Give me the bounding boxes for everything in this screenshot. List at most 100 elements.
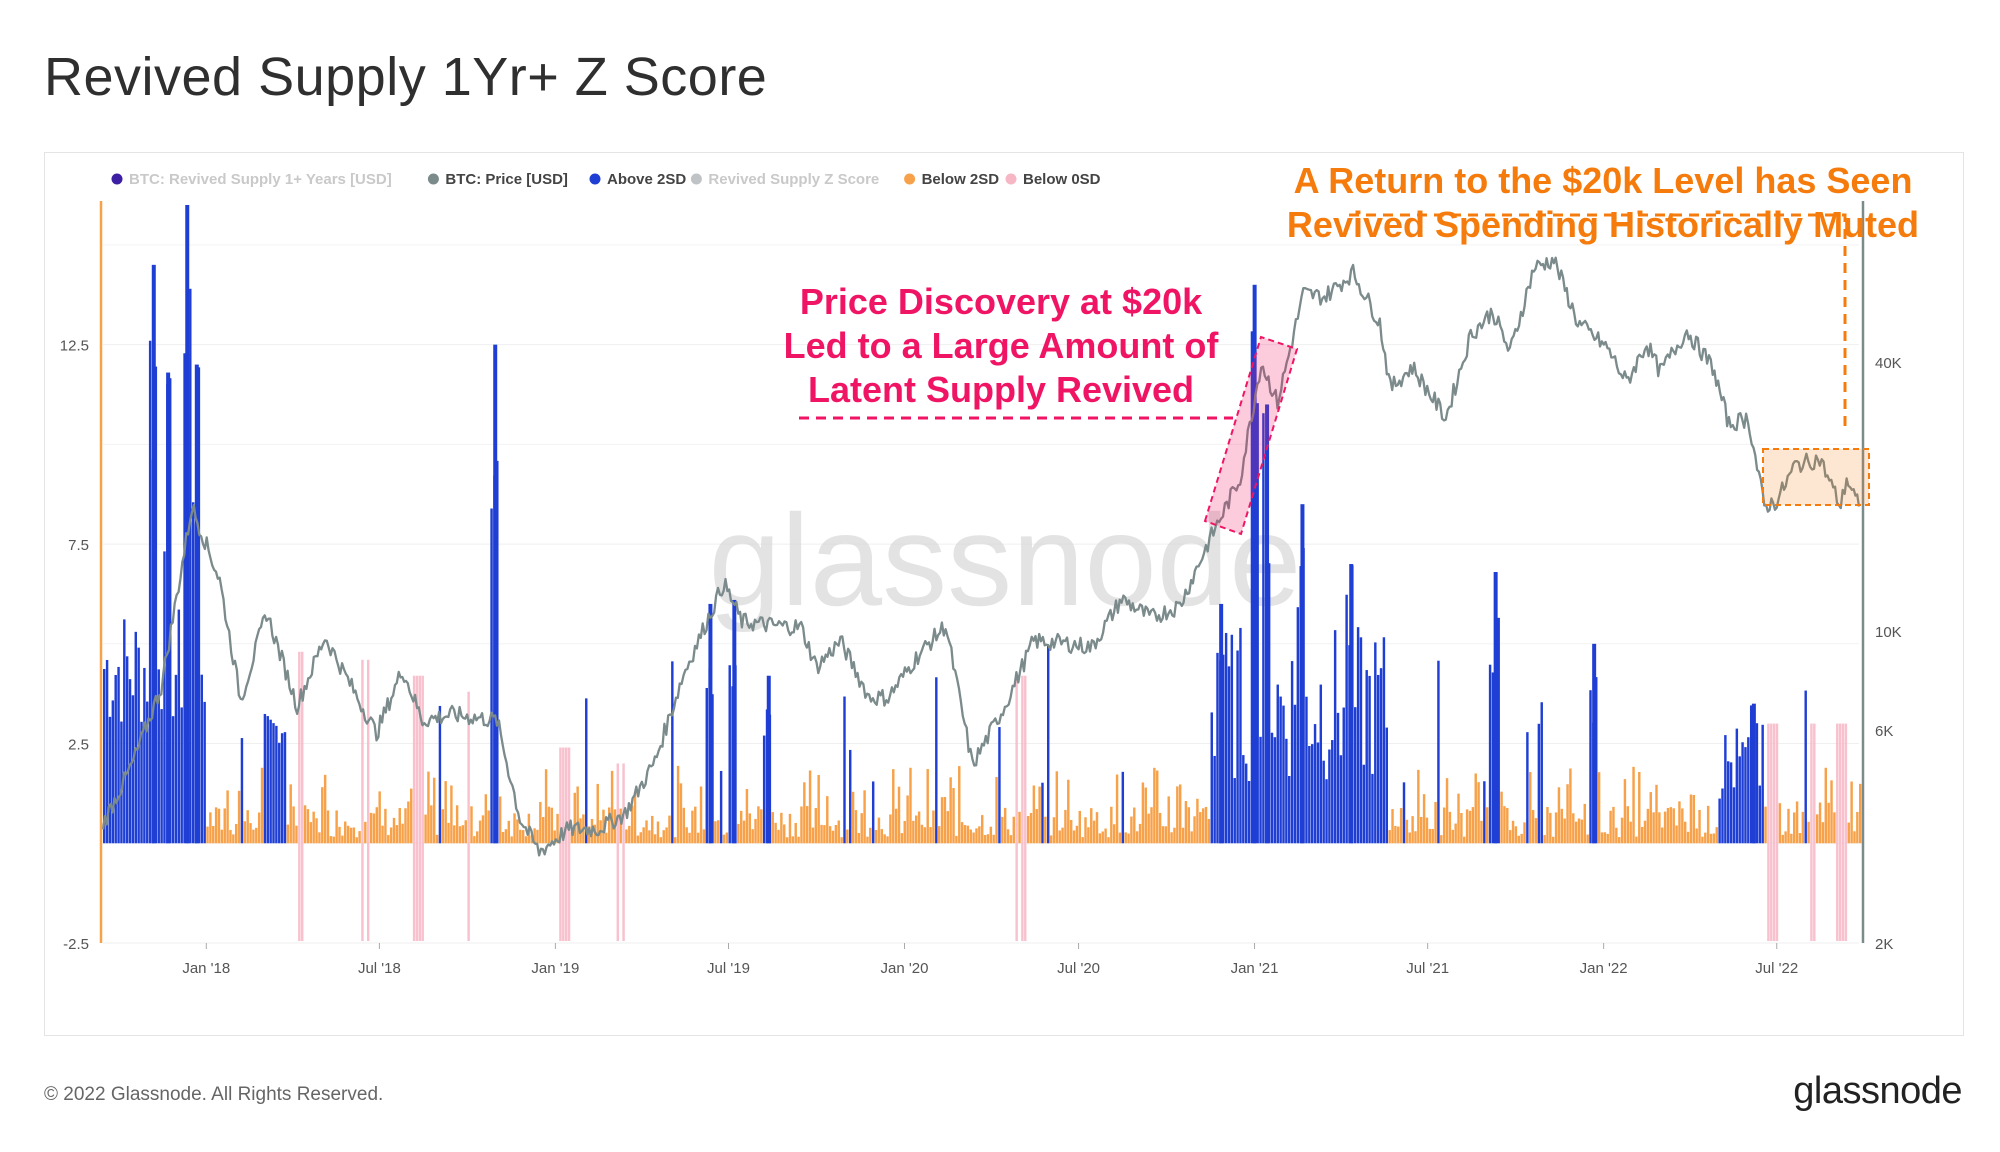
bar-above-2sd bbox=[1368, 675, 1371, 844]
bar-above-2sd bbox=[1316, 742, 1320, 844]
bar-below-2sd bbox=[234, 823, 238, 844]
bar-below-2sd bbox=[516, 819, 519, 844]
legend[interactable]: BTC: Revived Supply 1+ Years [USD] BTC: P… bbox=[111, 171, 1101, 188]
legend-label: Below 0SD bbox=[1023, 171, 1101, 188]
bar-below-2sd bbox=[344, 821, 347, 844]
bar-above-2sd bbox=[280, 733, 284, 844]
bar-below-2sd bbox=[544, 769, 548, 844]
legend-item[interactable]: Below 2SD bbox=[904, 171, 999, 188]
legend-item[interactable]: Above 2SD bbox=[589, 171, 687, 188]
bar-below-2sd bbox=[662, 830, 665, 844]
x-tick-label: Jul '22 bbox=[1755, 960, 1798, 977]
bar-above-2sd bbox=[1233, 778, 1236, 844]
bar-below-2sd bbox=[1468, 810, 1472, 844]
bar-below-2sd bbox=[937, 826, 941, 844]
bar-below-2sd bbox=[1147, 813, 1150, 844]
bar-below-2sd bbox=[1118, 832, 1122, 844]
bar-above-2sd bbox=[935, 677, 938, 844]
bar-above-2sd bbox=[1718, 798, 1721, 844]
bar-above-2sd bbox=[711, 694, 714, 844]
bar-below-2sd bbox=[1454, 823, 1457, 844]
bar-below-2sd bbox=[926, 769, 929, 844]
bar-below-0sd bbox=[1844, 723, 1848, 942]
bar-below-2sd bbox=[1655, 784, 1658, 844]
bar-below-2sd bbox=[289, 784, 292, 844]
bar-below-2sd bbox=[1764, 806, 1767, 844]
x-tick-label: Jan '20 bbox=[881, 960, 929, 977]
bar-below-2sd bbox=[877, 817, 881, 844]
bar-below-2sd bbox=[1652, 812, 1655, 844]
bar-above-2sd bbox=[1293, 704, 1297, 844]
bar-below-2sd bbox=[846, 829, 849, 844]
bar-below-0sd bbox=[366, 659, 370, 942]
bar-below-2sd bbox=[1784, 831, 1787, 844]
bar-above-2sd bbox=[146, 701, 149, 844]
bar-below-2sd bbox=[332, 836, 335, 844]
bar-below-2sd bbox=[837, 820, 840, 844]
bar-above-2sd bbox=[1282, 705, 1285, 844]
bar-below-2sd bbox=[1144, 787, 1147, 844]
bar-below-2sd bbox=[1133, 807, 1136, 844]
legend-item[interactable]: BTC: Price [USD] bbox=[427, 171, 568, 188]
bar-below-2sd bbox=[1661, 827, 1664, 844]
bar-below-2sd bbox=[714, 821, 717, 844]
bar-below-2sd bbox=[295, 825, 298, 844]
legend-item[interactable]: Revived Supply Z Score bbox=[690, 171, 879, 188]
legend-item[interactable]: Below 0SD bbox=[1005, 171, 1101, 188]
bar-below-2sd bbox=[794, 822, 797, 844]
bar-below-2sd bbox=[1038, 786, 1041, 844]
bar-above-2sd bbox=[1371, 773, 1374, 844]
bar-above-2sd bbox=[843, 696, 846, 844]
bar-above-2sd bbox=[849, 749, 852, 844]
bar-below-2sd bbox=[1084, 817, 1087, 844]
bar-below-2sd bbox=[1807, 821, 1810, 844]
bar-below-2sd bbox=[1500, 791, 1503, 844]
bar-below-2sd bbox=[630, 805, 634, 844]
bar-below-2sd bbox=[1503, 806, 1506, 844]
x-tick-label: Jul '20 bbox=[1057, 960, 1100, 977]
bar-above-2sd bbox=[1376, 674, 1380, 844]
bar-below-2sd bbox=[725, 832, 729, 844]
bar-below-2sd bbox=[619, 808, 622, 844]
bar-below-2sd bbox=[639, 832, 642, 844]
bar-below-2sd bbox=[897, 786, 901, 844]
bar-below-2sd bbox=[1420, 816, 1423, 844]
bar-below-2sd bbox=[958, 766, 961, 844]
bar-below-2sd bbox=[335, 810, 338, 844]
bar-above-2sd bbox=[154, 366, 158, 844]
bar-below-2sd bbox=[1095, 812, 1099, 844]
bar-below-2sd bbox=[410, 788, 413, 844]
legend-item[interactable]: BTC: Revived Supply 1+ Years [USD] bbox=[111, 171, 392, 188]
bar-below-2sd bbox=[722, 834, 726, 844]
bar-above-2sd bbox=[1437, 660, 1440, 844]
legend-dot bbox=[1005, 173, 1017, 185]
bar-below-2sd bbox=[1795, 801, 1799, 844]
bar-above-2sd bbox=[1741, 742, 1744, 844]
bar-above-2sd bbox=[105, 659, 109, 844]
bar-above-2sd bbox=[1721, 788, 1724, 844]
bar-below-2sd bbox=[519, 829, 522, 844]
bar-below-2sd bbox=[249, 823, 252, 844]
bar-below-2sd bbox=[507, 820, 511, 844]
bar-below-2sd bbox=[1635, 836, 1638, 844]
bar-below-2sd bbox=[1414, 831, 1417, 844]
bar-above-2sd bbox=[240, 738, 244, 844]
bar-below-2sd bbox=[1678, 801, 1681, 844]
bar-above-2sd bbox=[272, 723, 275, 844]
bar-below-2sd bbox=[444, 781, 447, 844]
bar-above-2sd bbox=[191, 502, 195, 844]
glassnode-logo[interactable]: glassnode bbox=[1793, 1070, 1962, 1112]
bar-below-2sd bbox=[1606, 833, 1609, 844]
bar-below-2sd bbox=[576, 786, 579, 844]
bar-below-2sd bbox=[946, 811, 950, 844]
bar-above-2sd bbox=[1804, 690, 1807, 844]
bar-below-2sd bbox=[1781, 834, 1784, 844]
bar-below-2sd bbox=[1098, 833, 1102, 844]
bar-below-2sd bbox=[407, 801, 410, 844]
bar-above-2sd bbox=[1244, 763, 1248, 844]
bar-above-2sd bbox=[1210, 712, 1213, 844]
bar-below-0sd bbox=[1813, 723, 1816, 942]
bar-below-2sd bbox=[1110, 806, 1113, 844]
bar-above-2sd bbox=[1493, 572, 1498, 844]
